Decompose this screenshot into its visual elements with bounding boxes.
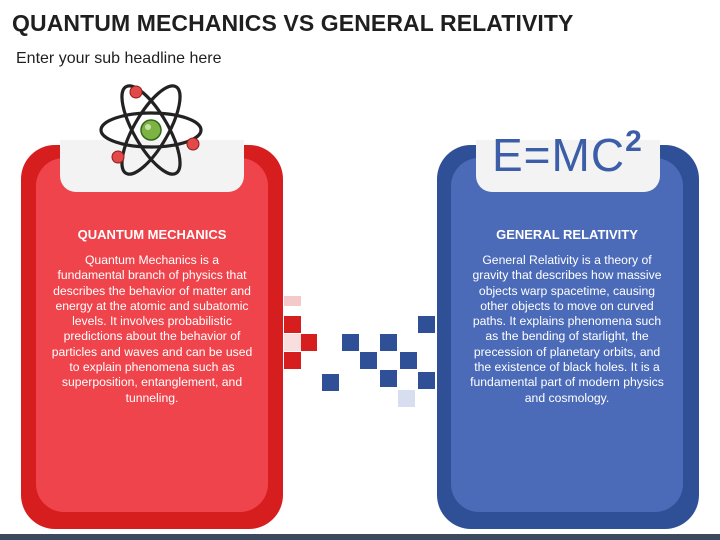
right-panel-heading: GENERAL RELATIVITY (496, 227, 638, 242)
right-panel-card (451, 158, 683, 512)
red-pixels (284, 296, 317, 369)
left-panel-card (36, 158, 268, 512)
formula-base: E=MC (492, 129, 626, 181)
formula-exponent: 2 (625, 125, 643, 158)
right-panel-icon-tab (476, 140, 660, 192)
page-title: QUANTUM MECHANICS VS GENERAL RELATIVITY (12, 10, 574, 36)
formula-icon: E=MC2 (492, 112, 662, 181)
page-subtitle: Enter your sub headline here (16, 50, 222, 67)
left-panel-heading: QUANTUM MECHANICS (77, 227, 227, 242)
left-panel-body: Quantum Mechanics is a fundamental branc… (51, 253, 253, 405)
blue-pixels (322, 316, 435, 407)
bottom-bar (0, 534, 720, 540)
right-panel-body: General Relativity is a theory of gravit… (470, 253, 664, 405)
atom-icon (99, 84, 203, 176)
left-panel-icon-tab (60, 140, 244, 192)
